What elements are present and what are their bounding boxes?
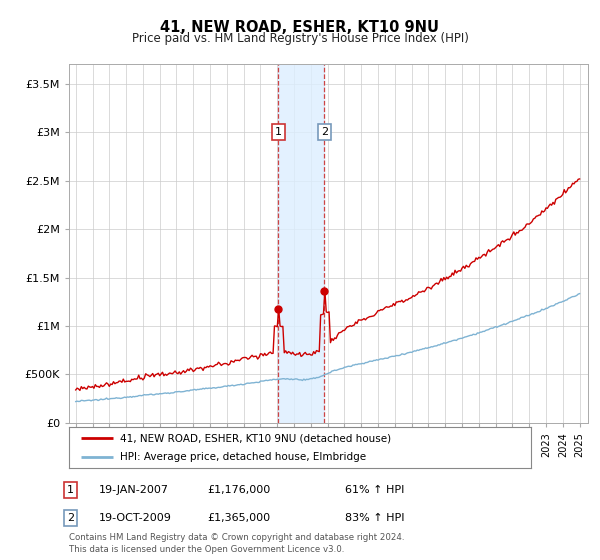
Text: 61% ↑ HPI: 61% ↑ HPI [345, 485, 404, 495]
Text: 19-OCT-2009: 19-OCT-2009 [99, 513, 172, 523]
Text: £1,176,000: £1,176,000 [207, 485, 270, 495]
Text: HPI: Average price, detached house, Elmbridge: HPI: Average price, detached house, Elmb… [120, 452, 366, 461]
Text: Price paid vs. HM Land Registry's House Price Index (HPI): Price paid vs. HM Land Registry's House … [131, 32, 469, 45]
Text: 2: 2 [321, 127, 328, 137]
Text: 83% ↑ HPI: 83% ↑ HPI [345, 513, 404, 523]
Text: This data is licensed under the Open Government Licence v3.0.: This data is licensed under the Open Gov… [69, 545, 344, 554]
Text: 19-JAN-2007: 19-JAN-2007 [99, 485, 169, 495]
Text: Contains HM Land Registry data © Crown copyright and database right 2024.: Contains HM Land Registry data © Crown c… [69, 533, 404, 542]
Text: 41, NEW ROAD, ESHER, KT10 9NU (detached house): 41, NEW ROAD, ESHER, KT10 9NU (detached … [120, 433, 391, 443]
Text: 1: 1 [275, 127, 281, 137]
Text: £1,365,000: £1,365,000 [207, 513, 270, 523]
Text: 2: 2 [67, 513, 74, 523]
Text: 41, NEW ROAD, ESHER, KT10 9NU: 41, NEW ROAD, ESHER, KT10 9NU [161, 20, 439, 35]
Text: 1: 1 [67, 485, 74, 495]
Bar [278, 64, 325, 423]
